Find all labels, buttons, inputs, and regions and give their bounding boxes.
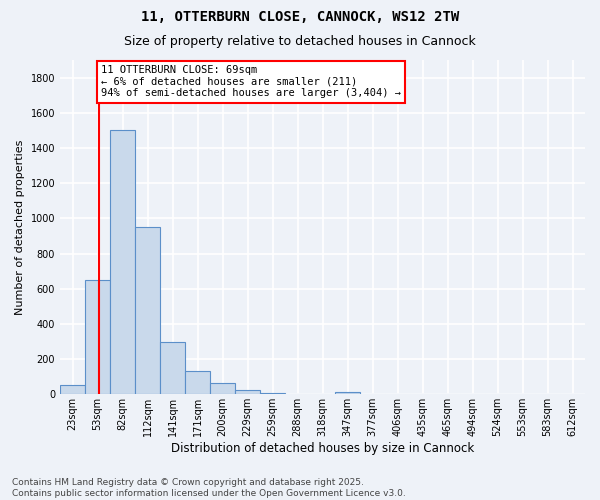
Bar (135, 227, 160, 394)
Bar (260, 392, 285, 394)
Bar (235, 390, 260, 394)
Text: Contains HM Land Registry data © Crown copyright and database right 2025.
Contai: Contains HM Land Registry data © Crown c… (12, 478, 406, 498)
X-axis label: Distribution of detached houses by size in Cannock: Distribution of detached houses by size … (171, 442, 474, 455)
Bar (110, 130, 135, 394)
Text: 11 OTTERBURN CLOSE: 69sqm
← 6% of detached houses are smaller (211)
94% of semi-: 11 OTTERBURN CLOSE: 69sqm ← 6% of detach… (101, 66, 401, 98)
Text: Size of property relative to detached houses in Cannock: Size of property relative to detached ho… (124, 35, 476, 48)
Bar (160, 342, 185, 394)
Bar (85, 280, 110, 394)
Bar (335, 392, 360, 394)
Bar (60, 386, 85, 394)
Bar (210, 383, 235, 394)
Bar (185, 370, 210, 394)
Y-axis label: Number of detached properties: Number of detached properties (15, 140, 25, 315)
Text: 11, OTTERBURN CLOSE, CANNOCK, WS12 2TW: 11, OTTERBURN CLOSE, CANNOCK, WS12 2TW (141, 10, 459, 24)
